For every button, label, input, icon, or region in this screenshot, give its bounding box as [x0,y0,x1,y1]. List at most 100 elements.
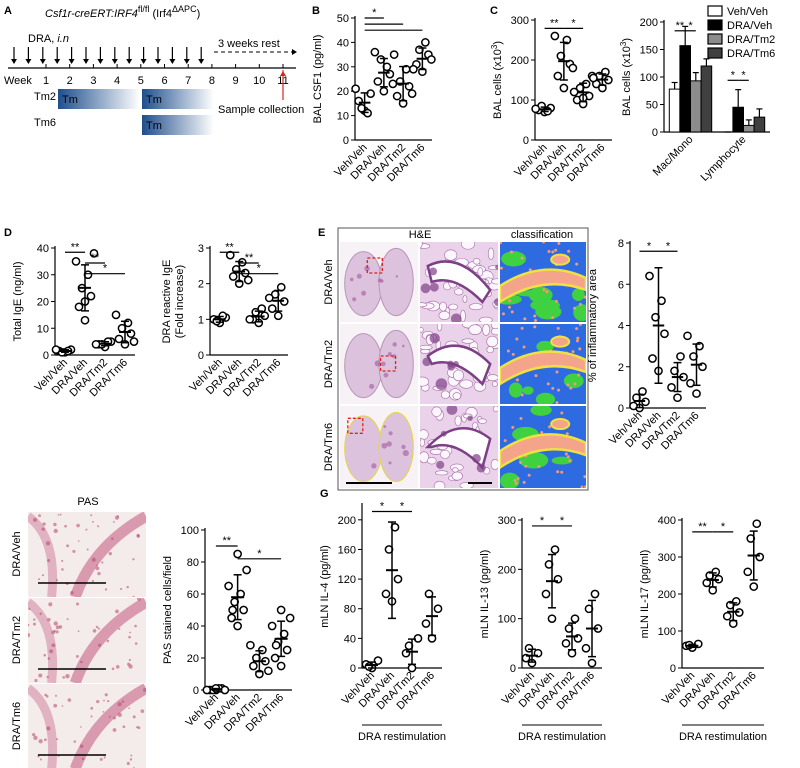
y-axis-label: BAL cells (x103) [490,41,505,119]
inflamed-area [551,456,573,465]
week-number: 8 [209,75,215,87]
data-point [267,621,277,631]
week-number: 9 [233,75,239,87]
stained-cell [91,557,96,562]
cell-spot [503,439,507,443]
stained-cell [104,588,108,591]
row-label: DRA/Tm2 [11,616,23,664]
stained-cell [97,525,100,528]
stained-cell [77,540,80,542]
y-tick-label: 0 [510,663,516,675]
cell-spot [533,314,537,318]
data-point [282,645,292,655]
airway-class [500,350,586,386]
stained-cell [92,629,97,633]
cell-spot [500,266,503,270]
significance-label: * [688,20,693,32]
stained-cell [132,715,136,719]
stained-cell [134,624,137,628]
y-tick-label: 0 [198,350,204,362]
y-tick-label: 300 [511,15,529,27]
y-axis-label: DRA reactive IgE [161,260,173,344]
significance-label: ** [91,252,100,264]
stained-cell [136,598,142,601]
cell-spot [557,388,561,392]
alveolus [451,471,463,481]
y-tick-label: 80 [344,604,356,616]
airway [402,450,409,457]
infiltrate [471,453,481,463]
significance-label: * [741,69,746,81]
inflamed-area [573,304,586,322]
data-point [276,661,286,671]
cell-spot [542,242,546,244]
stained-cell [51,630,56,635]
data-point [401,648,411,658]
data-point [276,605,286,615]
data-point [629,401,638,411]
stained-cell [65,673,70,679]
alveolus [459,379,474,389]
y-tick-label: 40 [37,243,49,255]
data-point [285,613,295,623]
alveolus [486,335,498,348]
data-point [242,565,251,575]
infiltrate [429,282,439,292]
alveolus [487,247,495,260]
group-label: Tm6 [34,117,56,129]
stained-cell [58,625,63,629]
cell-spot [548,425,552,429]
micrograph [500,242,586,322]
arrow-head [126,59,133,64]
y-label-text: DRA reactive IgE [161,260,173,344]
cell-spot [575,262,579,266]
stained-cell [55,630,59,634]
y-tick-label: 0 [618,403,624,415]
infiltrate [467,415,473,421]
stained-cell [97,627,100,630]
stained-cell [53,528,58,534]
data-point [239,605,248,615]
x-tick-label: Mac/Mono [651,134,696,179]
cell-spot [554,248,558,252]
dra-label: DRA, i.n [28,33,69,45]
y-tick-label: 100 [511,95,529,107]
stained-cell [115,665,120,669]
alveolus [490,459,498,470]
data-point [240,268,250,278]
alveolus [452,369,464,382]
airway [361,290,367,296]
stained-cell [75,654,79,658]
airway [352,297,357,302]
cell-spot [555,401,559,404]
cell-spot [520,256,524,260]
cell-spot [547,249,551,253]
y-label-text: BAL CSF1 (pg/ml) [312,35,324,124]
data-point [228,605,237,615]
cell-spot [506,349,510,353]
cell-spot [527,473,531,477]
cell-spot [583,295,586,299]
alveolus [472,258,481,265]
title-gene: Csf1r-creERT:IRF4 [45,8,138,20]
stained-cell [97,571,101,576]
stained-cell [47,559,51,563]
stained-cell [107,699,110,703]
roi-box [379,355,397,372]
stained-cell [98,643,102,647]
alveolus [438,310,451,321]
y-tick-label: 40 [187,621,199,633]
arrow-head [97,59,104,64]
data-point [233,549,242,559]
cell-spot [516,476,520,480]
stained-cell [38,673,43,678]
roi-box [347,417,364,434]
stained-cell [117,712,122,718]
epithelium [70,512,146,597]
y-tick-label: 100 [498,614,516,626]
title-sup: fl/fl [138,4,150,14]
cell-spot [533,325,537,329]
stained-cell [44,693,48,697]
cell-spot [511,352,515,356]
micrograph [420,324,498,404]
